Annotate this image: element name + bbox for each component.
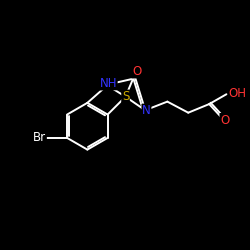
Text: O: O (100, 77, 109, 90)
Text: S: S (122, 90, 129, 103)
Text: O: O (132, 65, 141, 78)
Text: OH: OH (229, 86, 247, 100)
Text: O: O (220, 114, 229, 126)
Text: N: N (142, 104, 151, 117)
Text: NH: NH (100, 77, 117, 90)
Text: Br: Br (33, 132, 46, 144)
